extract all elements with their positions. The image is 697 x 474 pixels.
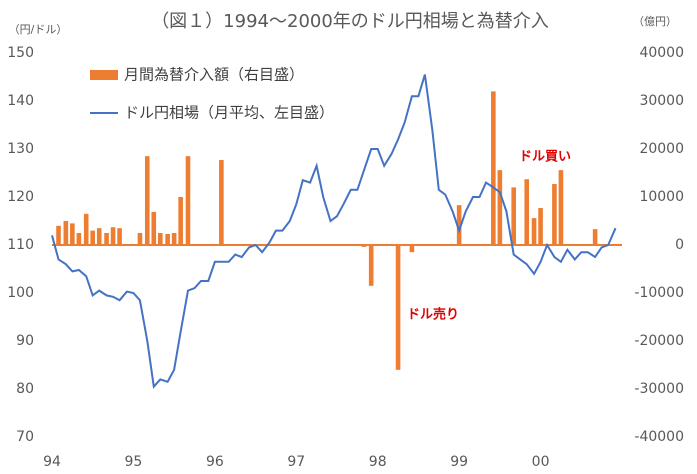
- y2-tick-label: -30000: [634, 381, 684, 397]
- y2-tick-label: 30000: [639, 93, 684, 109]
- bar: [165, 233, 170, 245]
- bar: [83, 213, 89, 245]
- bar: [76, 233, 82, 245]
- bar: [592, 229, 598, 245]
- y-tick-label: 90: [16, 333, 34, 349]
- y-tick-label: 70: [16, 429, 34, 445]
- bar: [511, 187, 516, 245]
- bar: [96, 228, 102, 245]
- bar: [137, 233, 143, 245]
- x-tick-label: 94: [43, 454, 61, 470]
- y-tick-label: 130: [7, 141, 34, 157]
- bar: [90, 230, 96, 245]
- annotation: ドル売り: [407, 307, 459, 323]
- x-tick-label: 99: [450, 454, 468, 470]
- bar: [151, 211, 157, 245]
- legend-label: 月間為替介入額（右目盛）: [124, 66, 304, 84]
- x-tick-label: 98: [369, 454, 387, 470]
- bar: [144, 156, 150, 245]
- bar: [104, 233, 109, 245]
- x-tick-label: 97: [287, 454, 305, 470]
- x-tick-label: 00: [532, 454, 550, 470]
- bar: [171, 233, 177, 245]
- legend-label: ドル円相場（月平均、左目盛）: [124, 104, 334, 122]
- bar: [456, 205, 462, 245]
- bar: [538, 208, 543, 245]
- bar: [117, 228, 122, 245]
- bar: [395, 245, 401, 370]
- chart-title: （図１）1994～2000年のドル円相場と為替介入: [151, 11, 549, 32]
- y2-tick-label: -20000: [634, 333, 684, 349]
- bar: [531, 218, 537, 245]
- x-tick-label: 95: [125, 454, 143, 470]
- line: [51, 74, 617, 389]
- bar: [158, 233, 163, 245]
- y2-tick-label: 10000: [639, 189, 684, 205]
- y-tick-label: 120: [7, 189, 34, 205]
- legend-swatch: [90, 70, 118, 80]
- bar: [178, 197, 183, 245]
- bar: [70, 223, 75, 245]
- y-tick-label: 110: [7, 237, 34, 253]
- y-axis-label: （円/ドル）: [9, 23, 68, 36]
- x-tick-label: 96: [206, 454, 224, 470]
- bar: [63, 221, 69, 245]
- y2-tick-label: -40000: [634, 429, 684, 445]
- y2-tick-label: 40000: [639, 45, 684, 61]
- bar: [409, 245, 415, 253]
- y2-axis-label: （億円）: [633, 15, 677, 28]
- bar: [491, 91, 496, 246]
- bar: [110, 227, 116, 245]
- bar: [524, 179, 530, 245]
- annotation: ドル買い: [519, 150, 571, 165]
- bar: [497, 170, 503, 245]
- bar: [368, 245, 374, 286]
- y2-tick-label: -10000: [634, 285, 684, 301]
- bar: [558, 170, 564, 245]
- bar: [552, 184, 557, 245]
- y2-tick-label: 0: [675, 237, 684, 253]
- y-tick-label: 80: [16, 381, 34, 397]
- bar: [219, 160, 224, 245]
- bar: [185, 156, 191, 245]
- y-tick-label: 100: [7, 285, 34, 301]
- y2-tick-label: 20000: [639, 141, 684, 157]
- y-tick-label: 150: [7, 45, 34, 61]
- y-tick-label: 140: [7, 93, 34, 109]
- bar: [56, 225, 61, 245]
